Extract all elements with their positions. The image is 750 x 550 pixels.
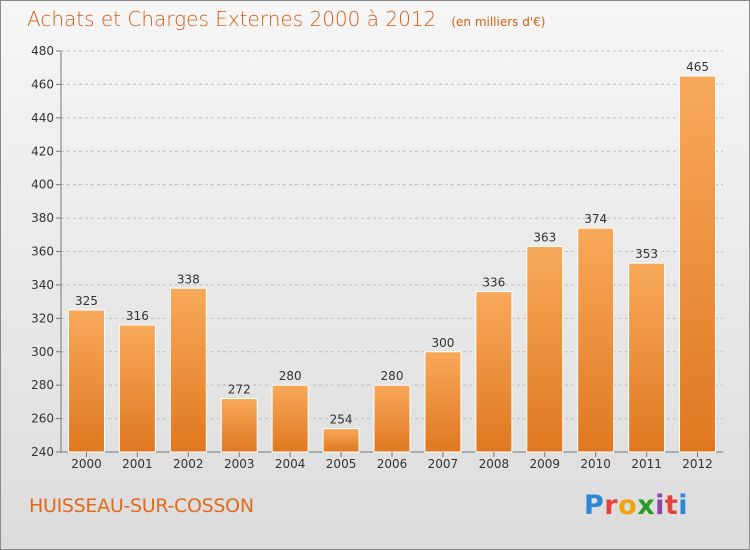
chart-title: Achats et Charges Externes 2000 à 2012 xyxy=(27,7,437,31)
logo-letter: P xyxy=(584,490,605,521)
bar xyxy=(67,309,105,453)
bar xyxy=(118,324,156,453)
bars xyxy=(67,75,717,453)
bar xyxy=(373,384,411,453)
data-label: 325 xyxy=(75,294,98,308)
x-tick-label: 2011 xyxy=(631,457,662,471)
x-tick-label: 2012 xyxy=(682,457,713,471)
x-tick-label: 2001 xyxy=(122,457,153,471)
x-tick-label: 2010 xyxy=(580,457,611,471)
logo-letter: r xyxy=(604,490,619,521)
logo-letter: t xyxy=(664,490,679,521)
proxiti-logo[interactable]: Proxiti xyxy=(584,490,688,521)
x-tick-label: 2007 xyxy=(428,457,459,471)
bar xyxy=(424,351,462,453)
bar xyxy=(577,227,615,453)
data-label: 465 xyxy=(686,60,709,74)
data-label: 338 xyxy=(177,272,200,286)
logo-letter: x xyxy=(637,490,656,521)
data-label: 300 xyxy=(431,336,454,350)
data-label: 363 xyxy=(533,230,556,244)
bar xyxy=(679,75,717,453)
x-tick-label: 2000 xyxy=(71,457,102,471)
bar xyxy=(169,287,207,453)
data-label: 374 xyxy=(584,212,607,226)
bar xyxy=(526,245,564,453)
x-axis-ticks: 2000 2001 2002 2003 2004 2005 2006 2007 2008 2009… xyxy=(71,452,713,471)
data-label: 316 xyxy=(126,309,149,323)
y-tick-label: 360 xyxy=(31,245,54,259)
y-tick-label: 340 xyxy=(31,278,54,292)
logo-letter: i xyxy=(655,490,665,521)
y-tick-label: 480 xyxy=(31,44,54,58)
data-label: 254 xyxy=(330,413,353,427)
data-label: 336 xyxy=(482,276,505,290)
bar xyxy=(271,384,309,453)
x-tick-label: 2004 xyxy=(275,457,306,471)
y-tick-label: 400 xyxy=(31,178,54,192)
logo-letter: i xyxy=(678,490,689,521)
bar xyxy=(220,398,258,453)
y-tick-label: 280 xyxy=(31,378,54,392)
logo-letter: o xyxy=(618,490,638,521)
chart-heading: Achats et Charges Externes 2000 à 2012 (… xyxy=(27,7,545,31)
chart-subtitle: (en milliers d'€) xyxy=(451,15,546,29)
x-tick-label: 2003 xyxy=(224,457,255,471)
data-label: 280 xyxy=(381,369,404,383)
y-tick-label: 380 xyxy=(31,211,54,225)
y-tick-label: 320 xyxy=(31,311,54,325)
y-tick-label: 420 xyxy=(31,144,54,158)
y-tick-label: 240 xyxy=(31,445,54,459)
x-tick-label: 2009 xyxy=(529,457,560,471)
y-tick-label: 300 xyxy=(31,345,54,359)
y-tick-label: 460 xyxy=(31,77,54,91)
bar xyxy=(628,262,666,453)
data-labels: 325 316 338 272 280 254 280 300 336 363 374 353 465 xyxy=(75,60,709,427)
data-label: 272 xyxy=(228,383,251,397)
commune-name: HUISSEAU-SUR-COSSON xyxy=(29,495,254,517)
x-tick-label: 2008 xyxy=(479,457,510,471)
y-tick-label: 260 xyxy=(31,412,54,426)
data-label: 353 xyxy=(635,247,658,261)
data-label: 280 xyxy=(279,369,302,383)
y-tick-label: 440 xyxy=(31,111,54,125)
bar xyxy=(322,428,360,453)
bar xyxy=(475,291,513,453)
x-tick-label: 2002 xyxy=(173,457,204,471)
x-tick-label: 2005 xyxy=(326,457,357,471)
x-tick-label: 2006 xyxy=(377,457,408,471)
